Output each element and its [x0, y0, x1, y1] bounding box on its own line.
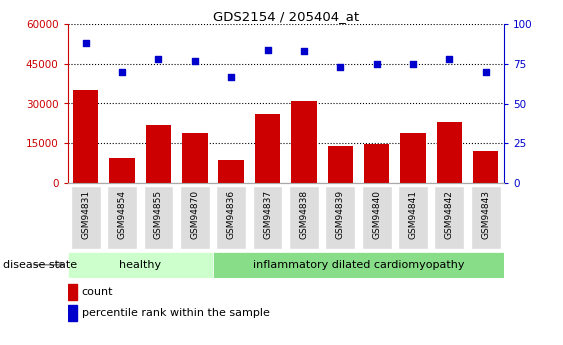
- Bar: [255, 114, 280, 183]
- Point: [336, 64, 345, 70]
- Text: GSM94838: GSM94838: [300, 190, 309, 239]
- Point: [372, 61, 381, 67]
- Text: GSM94843: GSM94843: [481, 190, 490, 239]
- Bar: [473, 151, 498, 183]
- FancyBboxPatch shape: [398, 186, 428, 249]
- Bar: [73, 90, 99, 183]
- Bar: [328, 146, 353, 183]
- Point: [227, 74, 236, 79]
- Text: healthy: healthy: [119, 260, 162, 270]
- Text: GSM94841: GSM94841: [409, 190, 418, 239]
- Text: GSM94854: GSM94854: [118, 190, 127, 239]
- Text: GSM94870: GSM94870: [190, 190, 199, 239]
- FancyBboxPatch shape: [107, 186, 137, 249]
- Bar: [109, 158, 135, 183]
- Point: [190, 58, 199, 63]
- Bar: [68, 284, 77, 300]
- Text: inflammatory dilated cardiomyopathy: inflammatory dilated cardiomyopathy: [253, 260, 464, 270]
- FancyBboxPatch shape: [361, 186, 391, 249]
- FancyBboxPatch shape: [435, 186, 464, 249]
- Point: [409, 61, 418, 67]
- Title: GDS2154 / 205404_at: GDS2154 / 205404_at: [213, 10, 359, 23]
- Text: GSM94839: GSM94839: [336, 190, 345, 239]
- Bar: [218, 160, 244, 183]
- FancyBboxPatch shape: [471, 186, 501, 249]
- Bar: [68, 252, 213, 278]
- Text: GSM94842: GSM94842: [445, 190, 454, 239]
- FancyBboxPatch shape: [144, 186, 173, 249]
- Point: [263, 47, 272, 52]
- Bar: [182, 132, 208, 183]
- Text: GSM94855: GSM94855: [154, 190, 163, 239]
- Bar: [437, 122, 462, 183]
- Bar: [291, 101, 316, 183]
- Point: [300, 48, 309, 54]
- Text: GSM94836: GSM94836: [227, 190, 236, 239]
- Point: [445, 56, 454, 62]
- Bar: [400, 132, 426, 183]
- Bar: [146, 125, 171, 183]
- Bar: [364, 145, 390, 183]
- FancyBboxPatch shape: [216, 186, 246, 249]
- FancyBboxPatch shape: [289, 186, 319, 249]
- FancyBboxPatch shape: [180, 186, 210, 249]
- Point: [81, 40, 90, 46]
- Bar: [213, 252, 504, 278]
- Point: [118, 69, 127, 75]
- FancyBboxPatch shape: [325, 186, 355, 249]
- FancyBboxPatch shape: [253, 186, 283, 249]
- Text: disease state: disease state: [3, 260, 77, 270]
- Point: [154, 56, 163, 62]
- Text: GSM94837: GSM94837: [263, 190, 272, 239]
- FancyBboxPatch shape: [71, 186, 101, 249]
- Text: percentile rank within the sample: percentile rank within the sample: [82, 308, 270, 318]
- Text: GSM94831: GSM94831: [81, 190, 90, 239]
- Point: [481, 69, 490, 75]
- Bar: [68, 305, 77, 321]
- Text: GSM94840: GSM94840: [372, 190, 381, 239]
- Text: count: count: [82, 287, 113, 297]
